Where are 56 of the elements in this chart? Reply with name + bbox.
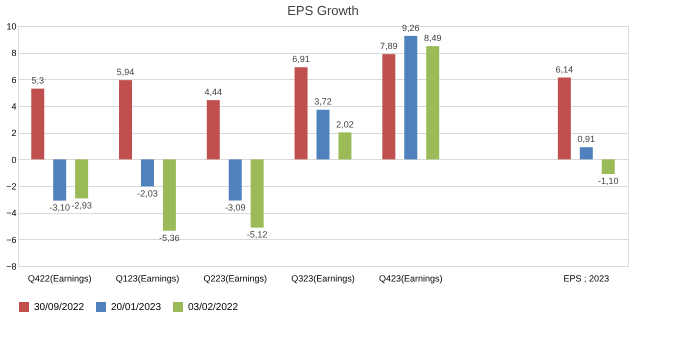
bar [602,159,615,174]
data-label: -5,36 [159,232,180,243]
y-tick-label: −2 [6,182,16,192]
data-label: 6,91 [292,54,310,64]
bar [558,77,571,160]
bar [228,159,242,201]
bar [206,100,220,160]
legend-label: 30/09/2022 [34,302,84,313]
y-tick-label: 8 [11,48,16,58]
data-label: 3,72 [314,96,332,107]
bar [53,159,66,201]
bar [580,147,593,160]
data-label: 2,02 [336,119,354,130]
y-tick-label: 2 [11,128,16,138]
y-tick-label: 6 [11,74,16,85]
bar [404,36,418,160]
bar [382,54,396,160]
data-label: -3,10 [49,202,70,213]
y-tick-label: 0 [11,154,16,165]
data-label: -3,09 [224,202,246,213]
y-tick-label: −6 [6,234,16,245]
x-tick-label: EPS ; 2023 [564,274,610,284]
bar [31,88,44,160]
y-tick-label: −4 [6,208,16,218]
data-label: 4,44 [204,87,222,98]
data-label: 5,3 [31,76,44,86]
data-label: -5,12 [246,230,268,240]
y-tick-label: 4 [11,102,16,112]
data-label: 6,14 [556,64,574,74]
x-tick-label: Q123(Earnings) [116,274,180,284]
bar [119,80,132,160]
bar [426,46,440,160]
bar [294,67,308,160]
bar [162,159,176,231]
data-label: 9,26 [402,22,420,33]
data-label: -2,03 [137,188,158,198]
legend-label: 20/01/2023 [111,302,162,313]
bar [250,159,264,228]
bar [316,110,330,160]
data-label: -2,93 [71,200,92,210]
data-label: 0,91 [578,134,596,144]
bar [75,159,88,198]
x-tick-label: Q422(Earnings) [28,274,92,284]
data-label: 5,94 [116,67,134,78]
y-tick-label: 10 [6,22,16,32]
bar [338,132,352,160]
x-tick-label: Q223(Earnings) [203,274,268,284]
x-tick-label: Q323(Earnings) [291,274,355,284]
legend-label: 03/02/2022 [188,302,238,313]
x-tick-label: Q423(Earnings) [378,274,443,284]
data-label: 7,89 [380,41,398,52]
bar [140,159,154,186]
chart-title: EPS Growth [287,3,359,18]
y-tick-label: −8 [6,262,16,272]
data-label: 8,49 [424,33,442,44]
data-label: -1,10 [598,176,619,186]
